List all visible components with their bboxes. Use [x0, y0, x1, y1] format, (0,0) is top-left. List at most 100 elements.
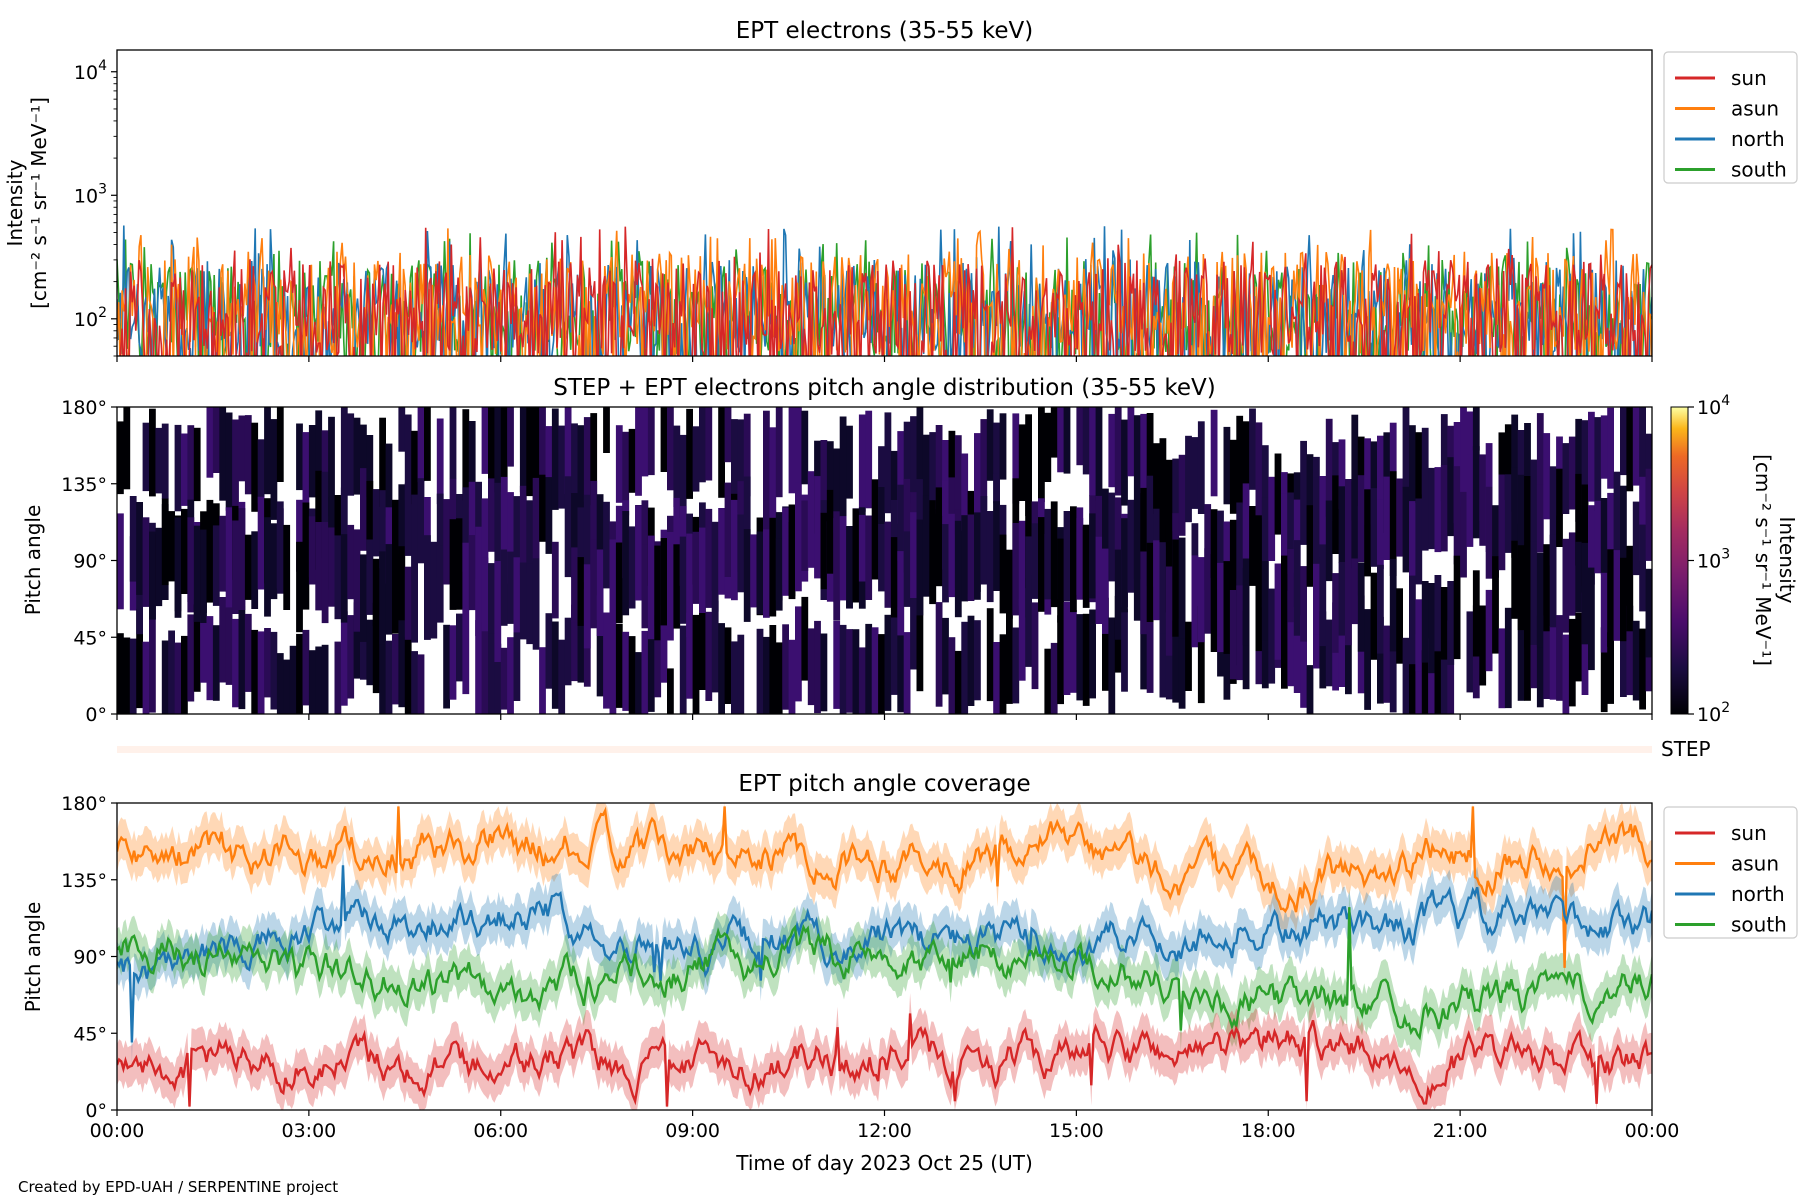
pad-cell: [1338, 439, 1346, 509]
pad-cell: [321, 522, 329, 624]
pad-cell: [628, 428, 636, 493]
pad-cell: [699, 596, 706, 690]
pad-cell: [711, 521, 719, 612]
pad-cell: [1242, 610, 1250, 690]
pad-cell: [1421, 427, 1429, 495]
pad-colorbar: [1670, 406, 1689, 715]
pad-cell: [571, 493, 578, 578]
pad-cell: [1338, 486, 1346, 564]
pad-cell: [801, 596, 809, 681]
pad-cell: [1012, 413, 1020, 504]
pad-cell: [1293, 607, 1301, 693]
pad-cell: [1306, 665, 1314, 714]
pad-cell: [622, 511, 630, 616]
pad-cell: [181, 635, 188, 714]
pad-cell: [724, 627, 732, 704]
pad-cell: [929, 500, 937, 605]
pad-cell: [1377, 499, 1384, 569]
pad-cell: [411, 494, 418, 582]
pad-cell: [1210, 509, 1218, 578]
pad-cell: [232, 618, 239, 708]
pad-cell: [1095, 536, 1103, 624]
pad-cell: [1351, 414, 1359, 521]
pad-cell: [1268, 476, 1276, 561]
pad-cell: [692, 614, 700, 714]
pad-cell: [1057, 538, 1064, 623]
pad-cell: [1588, 567, 1595, 671]
pad-cell: [321, 471, 329, 559]
y-tick-label: 90°: [73, 551, 107, 573]
pad-y-ticks: 180° 135° 90° 45° 0°: [61, 397, 117, 726]
pad-cell: [903, 531, 911, 607]
pad-cell: [1357, 475, 1365, 562]
pad-colorbar-label-line2: [cm⁻² s⁻¹ sr⁻¹ MeV⁻¹]: [1751, 454, 1775, 666]
pad-cell: [1409, 425, 1416, 507]
pad-cell: [526, 563, 534, 645]
pad-cell: [232, 520, 239, 614]
pad-cell: [1287, 590, 1295, 687]
pad-cell: [315, 470, 323, 570]
pad-cell: [1057, 407, 1064, 473]
pad-cell: [635, 407, 642, 496]
pad-cell: [1460, 407, 1467, 507]
pad-cell: [935, 425, 943, 514]
pad-cell: [571, 604, 578, 682]
pad-cell: [1133, 415, 1141, 510]
pad-cell: [315, 646, 323, 714]
pad-cell: [756, 628, 764, 714]
pad-cell: [1415, 634, 1423, 714]
pad-cell: [436, 545, 444, 623]
pad-cell: [1018, 520, 1026, 606]
pad-cell: [1472, 407, 1480, 451]
pad-cell: [1568, 436, 1576, 510]
pad-cell: [667, 532, 674, 641]
pad-cell: [1012, 627, 1020, 704]
pad-cell: [1070, 610, 1077, 693]
pad-cell: [539, 474, 546, 542]
pad-cell: [628, 636, 636, 714]
legend-label-sun: sun: [1731, 66, 1767, 90]
pad-cell: [846, 526, 853, 609]
pad-cell: [494, 643, 502, 714]
pad-cell: [551, 408, 559, 510]
pad-cell: [1447, 457, 1455, 537]
pad-cell: [283, 524, 291, 610]
pad-cell: [954, 520, 962, 618]
footer-credit: Created by EPD-UAH / SERPENTINE project: [18, 1178, 338, 1196]
pad-cell: [238, 605, 246, 710]
pad-cell: [1300, 440, 1307, 545]
pad-cell: [775, 407, 783, 498]
pad-cell: [308, 650, 316, 714]
pad-cell: [826, 441, 834, 528]
pad-cell: [807, 471, 815, 568]
pad-cell: [622, 431, 630, 516]
pad-cell: [545, 613, 553, 689]
pad-cell: [488, 478, 495, 552]
pad-cell: [321, 644, 329, 714]
pad-cell: [168, 511, 175, 582]
pad-cell: [168, 630, 175, 714]
pad-cell: [1185, 435, 1192, 523]
x-tick-label: 15:00: [1049, 1120, 1104, 1142]
pad-cell: [424, 535, 431, 640]
pad-cell: [436, 493, 444, 578]
pad-cell: [942, 524, 949, 603]
pad-cell: [117, 513, 124, 610]
pad-cell: [903, 478, 911, 573]
pad-cell: [1440, 465, 1448, 552]
pad-cell: [852, 508, 860, 603]
pad-cell: [1549, 626, 1557, 700]
pad-cell: [155, 527, 163, 607]
pad-cell: [551, 621, 559, 709]
pad-cell: [481, 407, 489, 474]
pad-cell: [1581, 542, 1589, 645]
pad-cell: [846, 425, 853, 499]
pad-cell: [1575, 541, 1583, 613]
pad-cell: [1402, 486, 1410, 573]
pad-cell: [948, 637, 956, 714]
pad-cell: [238, 415, 246, 482]
pad-cell: [1588, 411, 1595, 502]
pad-cell: [129, 638, 137, 714]
pad-cell: [590, 480, 598, 571]
pad-cell: [577, 425, 585, 511]
